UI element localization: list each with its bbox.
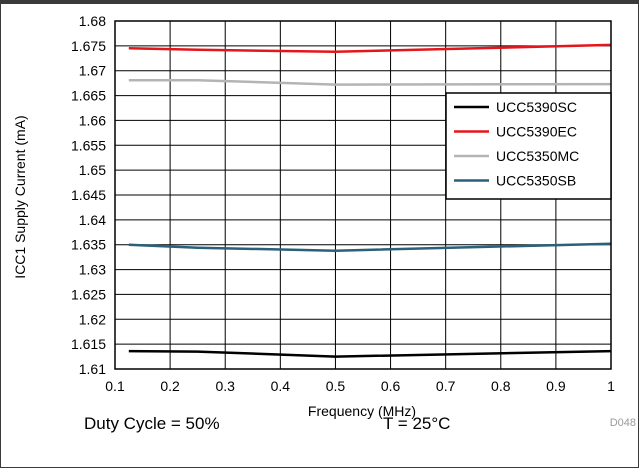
legend-label: UCC5350SB [496,173,576,189]
y-tick-label: 1.62 [79,311,106,327]
legend-layer: UCC5390SC UCC5390EC UCC5350MC UCC5350SB [446,93,611,199]
y-axis-title: ICC1 Supply Current (mA) [12,115,28,278]
x-tick-label: 0.3 [215,378,235,394]
x-tick-label: 0.8 [491,378,511,394]
x-tick-label: 0.1 [105,378,125,394]
y-tick-label: 1.645 [71,187,106,203]
legend-label: UCC5390EC [496,124,577,140]
x-tick-label: 0.9 [546,378,566,394]
y-tick-label: 1.675 [71,38,106,54]
series-line-ucc5390sc [129,351,611,357]
figure-code-label: D048 [610,417,636,429]
y-tick-label: 1.615 [71,336,106,352]
series-line-ucc5350mc [129,80,611,84]
temperature-label: T = 25°C [383,414,450,434]
y-tick-label: 1.68 [79,13,106,29]
y-tick-label: 1.61 [79,361,106,377]
series-layer [129,45,611,357]
x-tick-label: 1 [607,378,615,394]
x-tick-label: 0.7 [436,378,456,394]
x-tick-label: 0.6 [381,378,401,394]
x-tick-label: 0.5 [326,378,346,394]
y-tick-label: 1.65 [79,162,106,178]
y-tick-label: 1.665 [71,88,106,104]
y-tick-label: 1.625 [71,286,106,302]
axes-layer: 0.1 0.2 0.3 0.4 0.5 0.6 0.7 0.8 0.9 1 1.61 1.615 1.6… [71,13,615,394]
y-tick-label: 1.63 [79,262,106,278]
legend-label: UCC5390SC [496,99,577,115]
y-tick-label: 1.655 [71,137,106,153]
y-tick-label: 1.64 [79,212,106,228]
y-tick-label: 1.635 [71,237,106,253]
duty-cycle-label: Duty Cycle = 50% [84,414,220,434]
y-tick-label: 1.67 [79,63,106,79]
x-tick-label: 0.4 [271,378,291,394]
x-tick-label: 0.2 [160,378,180,394]
y-tick-label: 1.66 [79,112,106,128]
legend-label: UCC5350MC [496,148,579,164]
